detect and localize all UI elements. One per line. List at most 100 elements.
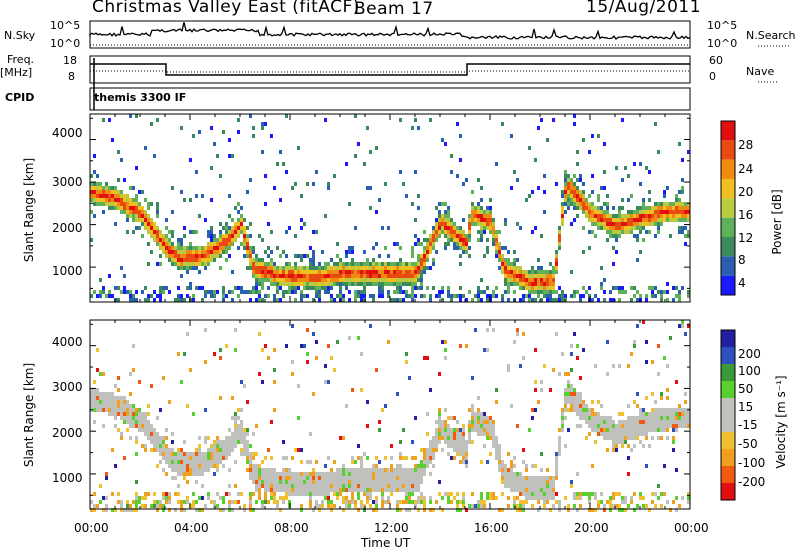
- power-cell: [555, 250, 558, 254]
- velocity-cell: [213, 440, 216, 444]
- power-cell: [651, 294, 654, 298]
- power-cell: [525, 278, 528, 282]
- velocity-cell: [486, 416, 489, 420]
- velocity-cell: [405, 472, 408, 476]
- velocity-cell: [246, 440, 249, 444]
- velocity-cell: [522, 476, 525, 480]
- velocity-cell: [489, 432, 492, 436]
- velocity-cell: [117, 388, 120, 392]
- velocity-cell: [666, 396, 669, 400]
- velocity-cell: [144, 428, 147, 432]
- velocity-cell: [612, 444, 615, 448]
- power-cell: [339, 262, 342, 266]
- velocity-cell: [285, 456, 288, 460]
- power-cell: [261, 286, 264, 290]
- power-cell: [273, 186, 276, 190]
- power-cell: [606, 202, 609, 206]
- power-cell: [627, 218, 630, 222]
- velocity-cell: [567, 392, 570, 396]
- velocity-cell: [216, 452, 219, 456]
- power-cell: [342, 270, 345, 274]
- velocity-cell: [120, 412, 123, 416]
- velocity-cell: [177, 460, 180, 464]
- velocity-cell: [366, 492, 369, 496]
- velocity-cell: [519, 476, 522, 480]
- power-cell: [612, 218, 615, 222]
- velocity-cell: [468, 420, 471, 424]
- power-cell: [543, 294, 546, 298]
- velocity-cell: [243, 444, 246, 448]
- velocity-cell: [591, 428, 594, 432]
- power-cell: [237, 130, 240, 134]
- power-cell: [561, 298, 564, 302]
- power-cell: [309, 258, 312, 262]
- power-cell: [99, 290, 102, 294]
- power-cell: [681, 190, 684, 194]
- power-cell: [342, 274, 345, 278]
- velocity-cell: [516, 476, 519, 480]
- velocity-cell: [261, 468, 264, 472]
- power-cell: [507, 270, 510, 274]
- velocity-cell: [324, 464, 327, 468]
- power-cell: [636, 226, 639, 230]
- velocity-cell: [339, 476, 342, 480]
- velocity-cell: [582, 348, 585, 352]
- power-cell: [117, 194, 120, 198]
- power-cell: [513, 262, 516, 266]
- power-cell: [285, 270, 288, 274]
- power-cell: [510, 134, 513, 138]
- velocity-cell: [147, 424, 150, 428]
- power-cell: [570, 190, 573, 194]
- power-cell: [102, 186, 105, 190]
- power-cell: [399, 266, 402, 270]
- power-cell: [195, 286, 198, 290]
- power-cell: [678, 202, 681, 206]
- velocity-cell: [546, 488, 549, 492]
- power-cell: [411, 294, 414, 298]
- power-cell: [627, 222, 630, 226]
- velocity-cell: [465, 448, 468, 452]
- velocity-cell: [492, 496, 495, 500]
- velocity-cell: [471, 408, 474, 412]
- power-cell: [672, 210, 675, 214]
- velocity-cell: [471, 420, 474, 424]
- power-cell: [477, 230, 480, 234]
- power-cell: [291, 286, 294, 290]
- power-cell: [477, 286, 480, 290]
- velocity-cell: [336, 496, 339, 500]
- velocity-cell: [558, 448, 561, 452]
- power-cell: [240, 226, 243, 230]
- power-cell: [180, 190, 183, 194]
- velocity-cell: [609, 424, 612, 428]
- power-cell: [273, 282, 276, 286]
- velocity-cell: [138, 380, 141, 384]
- velocity-cell: [210, 444, 213, 448]
- power-cell: [129, 290, 132, 294]
- power-cell: [417, 194, 420, 198]
- power-cell: [564, 182, 567, 186]
- power-cell: [654, 286, 657, 290]
- velocity-cell: [399, 464, 402, 468]
- velocity-cell: [519, 472, 522, 476]
- power-cell: [159, 238, 162, 242]
- velocity-cell: [285, 488, 288, 492]
- power-cell: [300, 290, 303, 294]
- velocity-cell: [489, 424, 492, 428]
- power-cell: [363, 282, 366, 286]
- power-cell: [378, 282, 381, 286]
- power-cell: [597, 298, 600, 302]
- power-cell: [174, 246, 177, 250]
- velocity-cell: [150, 428, 153, 432]
- power-cell: [222, 250, 225, 254]
- power-cell: [219, 250, 222, 254]
- velocity-cell: [462, 440, 465, 444]
- power-cell: [159, 234, 162, 238]
- velocity-cell: [249, 496, 252, 500]
- power-cell: [573, 194, 576, 198]
- power-cell: [450, 238, 453, 242]
- velocity-cell: [624, 420, 627, 424]
- velocity-cell: [432, 440, 435, 444]
- velocity-cell: [159, 440, 162, 444]
- velocity-cell: [534, 488, 537, 492]
- velocity-cell: [294, 484, 297, 488]
